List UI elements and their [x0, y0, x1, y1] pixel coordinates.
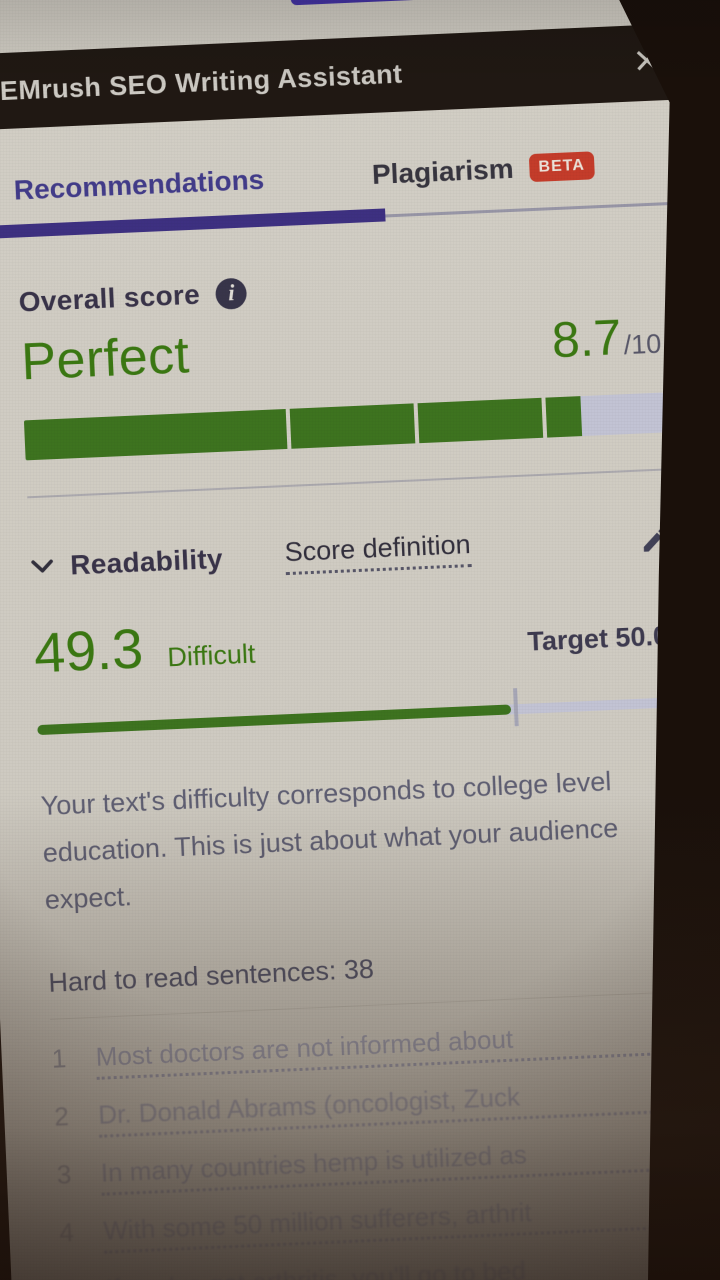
overall-score-heading: Overall score — [18, 278, 201, 318]
list-item[interactable]: 5 If you've got arthritis, you'll go to … — [61, 1247, 703, 1280]
list-item[interactable]: 3 In many countries hemp is utilized as — [56, 1131, 698, 1198]
sentence-text: With some 50 million sufferers, arthrit — [102, 1189, 700, 1254]
panel-content: Recommendations Plagiarism BETA Overall … — [0, 141, 720, 1280]
overall-verdict: Perfect — [20, 326, 191, 392]
list-item[interactable]: 2 Dr. Donald Abrams (oncologist, Zuck — [53, 1073, 695, 1140]
tab-bar: Recommendations Plagiarism BETA — [13, 147, 654, 207]
readability-label: Difficult — [166, 638, 257, 673]
browser-toolbar-button[interactable] — [289, 0, 503, 6]
sentence-text: If you've got arthritis, you'll go to be… — [105, 1247, 703, 1280]
list-divider — [50, 990, 690, 1020]
readability-progress-fill — [37, 704, 511, 736]
hard-sentences-heading: Hard to read sentences: 38 — [47, 953, 375, 998]
readability-header[interactable]: Readability Score definition — [30, 520, 671, 586]
readability-heading: Readability — [69, 542, 224, 581]
overall-progress-fill — [23, 396, 582, 461]
list-item[interactable]: 4 With some 50 million sufferers, arthri… — [58, 1189, 700, 1256]
edit-pencil-icon[interactable] — [639, 524, 670, 555]
sentence-text: Most doctors are not informed about — [95, 1015, 693, 1080]
panel-title: SEMrush SEO Writing Assistant — [0, 58, 403, 107]
hard-sentences-list: 1 Most doctors are not informed about 2 … — [51, 1015, 705, 1280]
tab-plagiarism-label: Plagiarism — [371, 152, 515, 190]
sentence-text: In many countries hemp is utilized as — [100, 1131, 698, 1196]
sentence-number: 5 — [61, 1274, 106, 1280]
sentence-number: 2 — [53, 1101, 70, 1132]
chevron-down-icon[interactable] — [30, 558, 55, 575]
tab-plagiarism[interactable]: Plagiarism BETA — [371, 149, 595, 191]
beta-badge: BETA — [528, 151, 595, 183]
score-number: 8.7 — [550, 309, 623, 369]
list-item[interactable]: 1 Most doctors are not informed about — [51, 1015, 693, 1082]
sentence-number: 1 — [51, 1043, 67, 1074]
overall-score-row: Perfect 8.7 /10 — [20, 305, 662, 393]
readability-value: 49.3 — [32, 616, 145, 685]
overall-score-value: 8.7 /10 — [551, 307, 662, 370]
overall-progress-bar — [23, 392, 666, 461]
target-marker — [512, 688, 519, 727]
readability-score-row: 49.3 Difficult Target 50.0 — [33, 592, 675, 685]
sentence-text: Dr. Donald Abrams (oncologist, Zuck — [97, 1073, 695, 1138]
score-definition-link[interactable]: Score definition — [283, 529, 472, 576]
tab-recommendations[interactable]: Recommendations — [13, 163, 265, 206]
readability-target: Target 50.0 — [526, 620, 669, 657]
score-denominator: /10 — [623, 328, 662, 361]
info-icon[interactable]: i — [215, 277, 248, 310]
section-divider — [27, 468, 667, 499]
readability-progress-bar — [37, 688, 678, 736]
sentence-number: 4 — [58, 1217, 75, 1248]
close-icon[interactable]: × — [622, 32, 672, 90]
active-tab-underline — [0, 208, 386, 240]
tab-underline-row — [0, 197, 720, 243]
sentence-number: 3 — [56, 1159, 72, 1190]
readability-description: Your text's difficulty corresponds to co… — [40, 766, 619, 915]
